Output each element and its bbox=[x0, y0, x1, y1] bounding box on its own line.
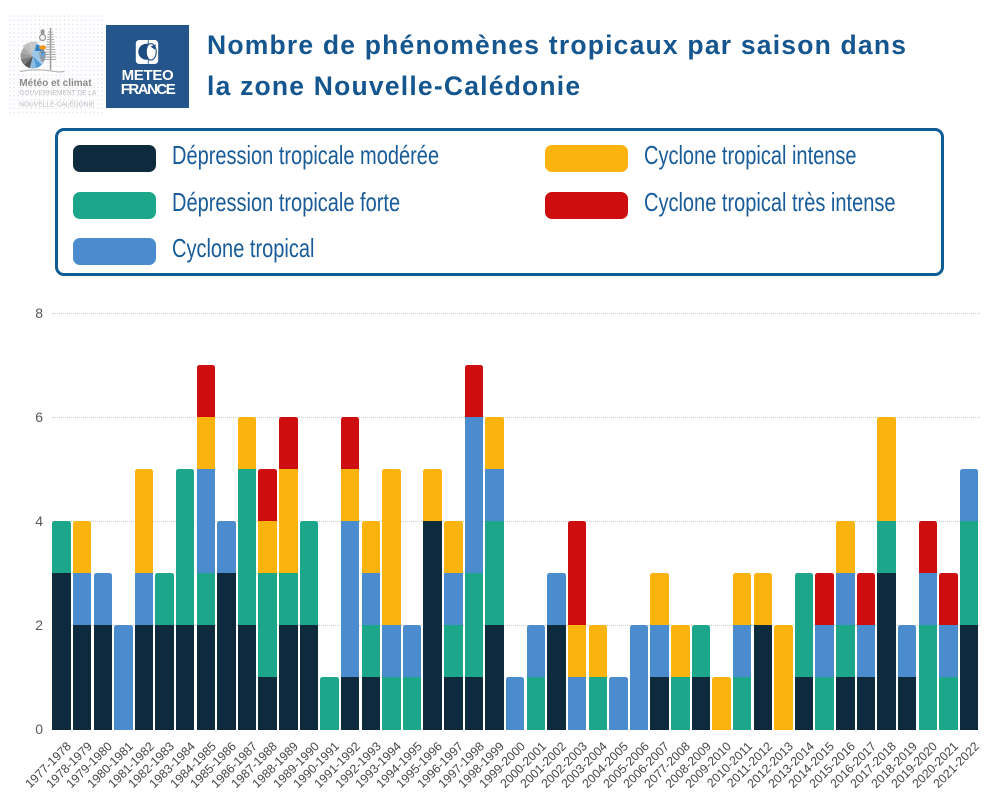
svg-text:NOUVELLE-CALÉDONIE: NOUVELLE-CALÉDONIE bbox=[19, 99, 95, 109]
svg-text:GOUVERNEMENT DE LA: GOUVERNEMENT DE LA bbox=[19, 90, 96, 97]
svg-text:Météo et climat: Météo et climat bbox=[19, 78, 92, 89]
